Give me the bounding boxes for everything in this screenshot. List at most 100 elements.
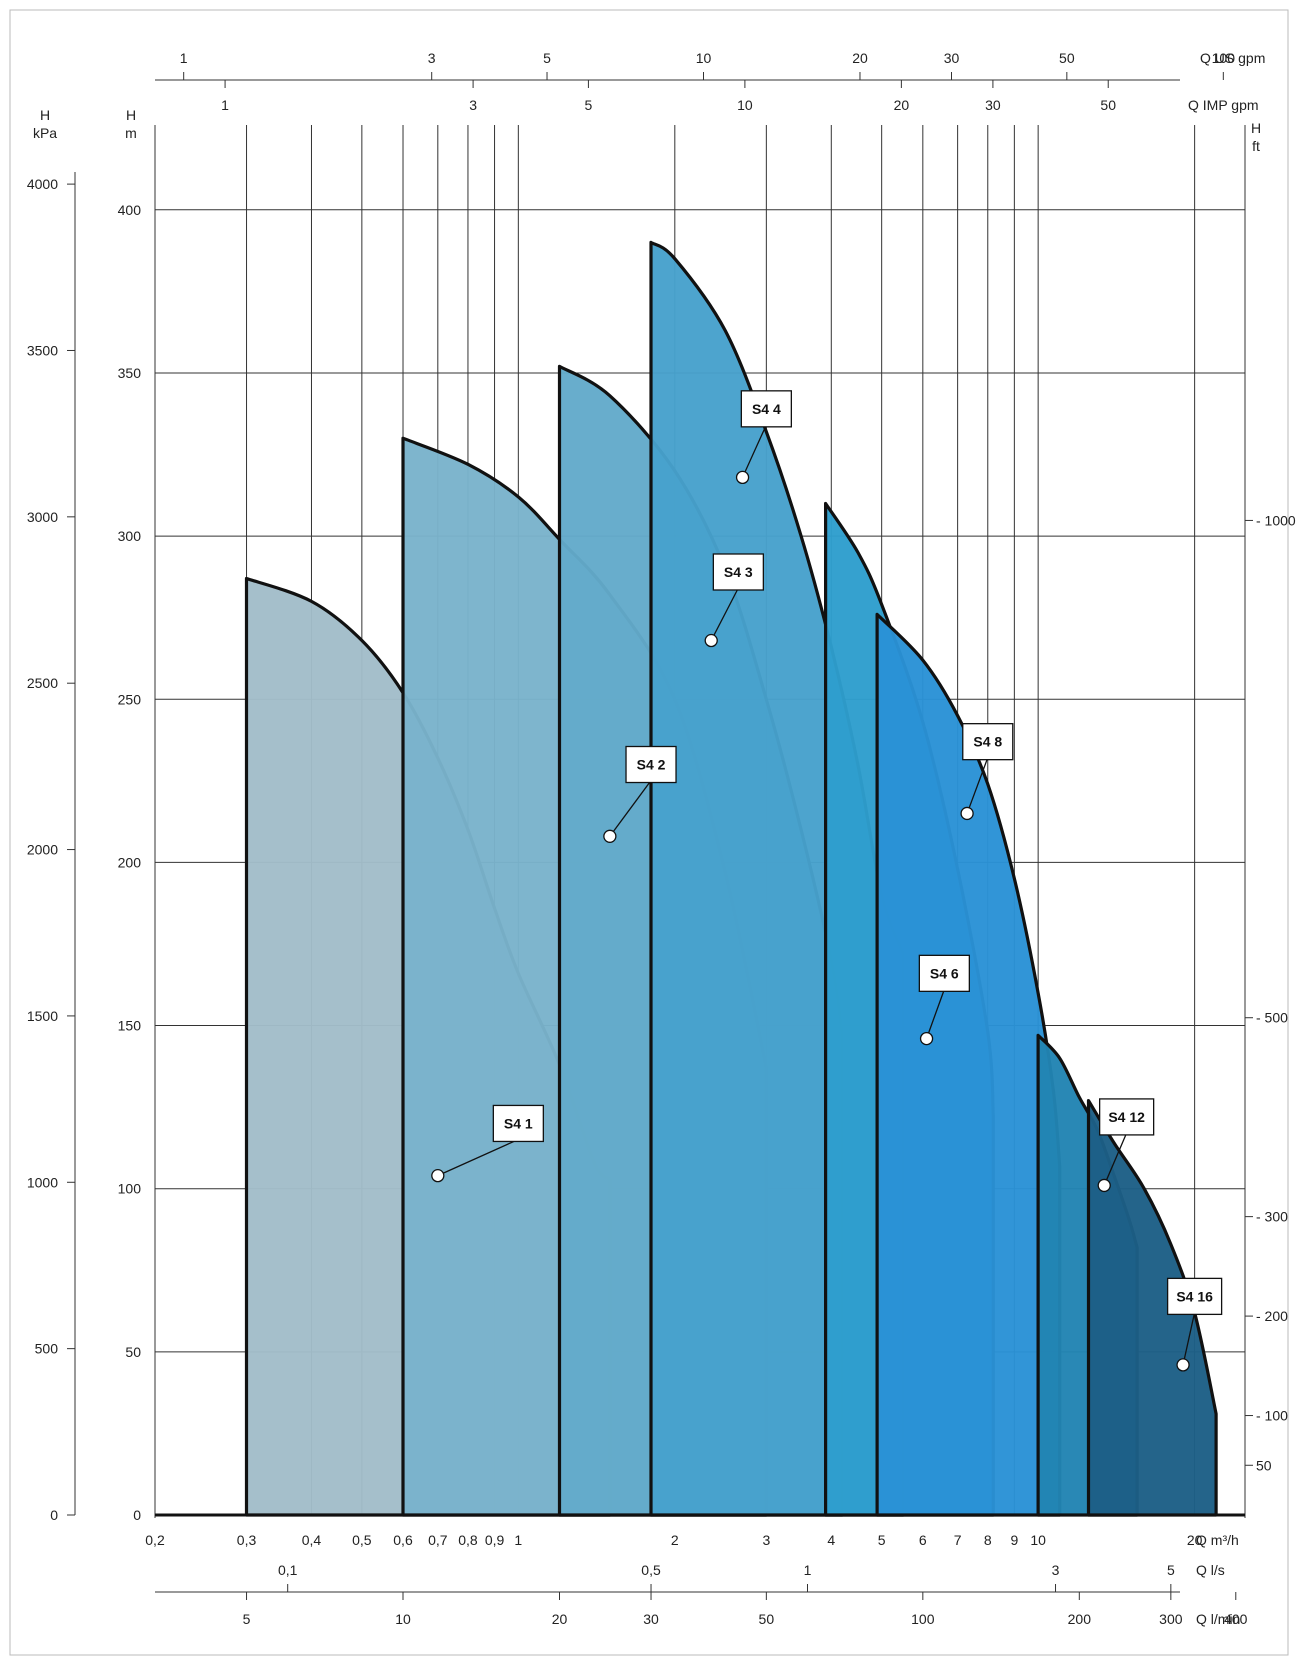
label-box-s4-1 (492, 1104, 544, 1143)
tick-m3h: 5 (878, 1532, 886, 1548)
axis-unit-m: m (125, 125, 137, 141)
tick-m3h: 0,9 (485, 1532, 505, 1548)
tick-m3h: 0,8 (458, 1532, 478, 1548)
marker-s4-1 (431, 1168, 445, 1183)
axis-unit-kpa: kPa (33, 125, 57, 141)
label-box-s4-12 (1099, 1098, 1155, 1136)
tick-lmin: 50 (759, 1611, 775, 1627)
tick-m: 400 (118, 202, 142, 218)
tick-m3h: 0,7 (428, 1532, 448, 1548)
tick-m: 250 (118, 691, 142, 707)
tick-usgpm: 5 (543, 50, 551, 66)
callout-line-s4-2 (609, 780, 652, 837)
tick-m: 0 (133, 1507, 141, 1523)
tick-lmin: 10 (395, 1611, 411, 1627)
tick-ls: 0,5 (641, 1562, 661, 1578)
tick-lmin: 400 (1224, 1611, 1248, 1627)
tick-m3h: 8 (984, 1532, 992, 1548)
label-box-s4-16 (1166, 1277, 1223, 1316)
tick-usgpm: 100 (1212, 50, 1236, 66)
tick-m: 150 (118, 1018, 142, 1034)
tick-kpa: 3000 (27, 509, 58, 525)
label-box-s4-8 (962, 723, 1014, 761)
label-s4-3: S4 3 (724, 564, 753, 580)
tick-m3h: 10 (1030, 1532, 1046, 1548)
tick-m3h: 6 (919, 1532, 927, 1548)
tick-m3h: 4 (827, 1532, 835, 1548)
tick-m3h: 0,5 (352, 1532, 372, 1548)
tick-m3h: 0,3 (237, 1532, 257, 1548)
callout-line-s4-6 (925, 989, 945, 1039)
tick-kpa: 4000 (27, 176, 58, 192)
tick-usgpm: 30 (944, 50, 960, 66)
label-s4-12: S4 12 (1108, 1109, 1145, 1125)
tick-m3h: 20 (1187, 1532, 1203, 1548)
tick-kpa: 3500 (27, 342, 58, 358)
curve-s4-16 (1086, 1099, 1218, 1517)
tick-impgpm: 5 (585, 97, 593, 113)
axis-unit-ft-h: H (1251, 120, 1261, 136)
tick-m: 300 (118, 528, 142, 544)
tick-lmin: 20 (552, 1611, 568, 1627)
tick-lmin: 5 (243, 1611, 251, 1627)
marker-s4-2 (603, 829, 617, 843)
label-s4-16: S4 16 (1176, 1288, 1213, 1304)
tick-m3h: 0,4 (302, 1532, 322, 1548)
callout-line-s4-16 (1182, 1312, 1196, 1366)
marker-s4-3 (704, 633, 718, 648)
tick-m3h: 9 (1010, 1532, 1018, 1548)
tick-m: 350 (118, 365, 142, 381)
label-box-s4-6 (918, 954, 970, 992)
callout-line-s4-4 (741, 424, 767, 478)
tick-lmin: 30 (643, 1611, 659, 1627)
tick-kpa: 1000 (27, 1174, 58, 1190)
tick-usgpm: 3 (428, 50, 436, 66)
callout-line-s4-1 (437, 1138, 519, 1177)
axis-unit-m-h: H (126, 107, 136, 123)
marker-s4-12 (1097, 1178, 1111, 1193)
label-box-s4-2 (625, 745, 677, 784)
tick-ft: - 1000 (1256, 512, 1296, 528)
tick-kpa: 500 (35, 1341, 59, 1357)
tick-impgpm: 1 (221, 97, 229, 113)
label-s4-6: S4 6 (930, 965, 959, 981)
tick-usgpm: 1 (180, 50, 188, 66)
chart-frame (9, 9, 1289, 1656)
tick-ft: - 500 (1256, 1010, 1288, 1026)
tick-impgpm: 3 (469, 97, 477, 113)
tick-m3h: 0,2 (145, 1532, 165, 1548)
tick-m3h: 2 (671, 1532, 679, 1548)
tick-m: 200 (118, 854, 142, 870)
tick-kpa: 0 (50, 1507, 58, 1523)
label-s4-8: S4 8 (973, 734, 1002, 750)
axis-unit-impgpm: Q IMP gpm (1188, 97, 1259, 113)
marker-s4-6 (919, 1031, 934, 1046)
label-s4-1: S4 1 (504, 1115, 533, 1131)
label-s4-2: S4 2 (637, 757, 666, 773)
tick-m3h: 0,6 (393, 1532, 413, 1548)
marker-s4-16 (1176, 1358, 1190, 1372)
tick-impgpm: 10 (737, 97, 753, 113)
tick-usgpm: 10 (696, 50, 712, 66)
tick-ft: 50 (1256, 1457, 1272, 1473)
callout-line-s4-3 (710, 587, 739, 641)
tick-ft: - 300 (1256, 1209, 1288, 1225)
tick-m3h: 7 (954, 1532, 962, 1548)
label-box-s4-3 (712, 553, 764, 591)
tick-ls: 0,1 (278, 1562, 298, 1578)
tick-ft: - 200 (1256, 1308, 1288, 1324)
tick-m3h: 3 (762, 1532, 770, 1548)
marker-s4-8 (960, 806, 974, 821)
tick-lmin: 300 (1159, 1611, 1183, 1627)
callout-line-s4-8 (966, 757, 989, 814)
tick-lmin: 200 (1068, 1611, 1092, 1627)
axis-unit-kpa-h: H (40, 107, 50, 123)
curves-layer (155, 240, 1245, 1517)
tick-usgpm: 50 (1059, 50, 1075, 66)
tick-ls: 3 (1052, 1562, 1060, 1578)
tick-ft: - 100 (1256, 1408, 1288, 1424)
callout-line-s4-12 (1103, 1132, 1128, 1186)
tick-impgpm: 30 (985, 97, 1001, 113)
tick-ls: 1 (804, 1562, 812, 1578)
